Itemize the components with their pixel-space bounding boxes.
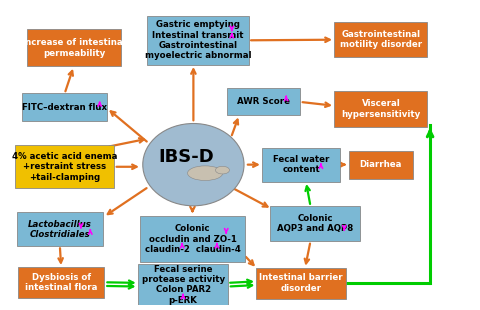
FancyBboxPatch shape — [18, 267, 104, 298]
FancyBboxPatch shape — [27, 29, 121, 66]
FancyBboxPatch shape — [349, 151, 413, 179]
FancyBboxPatch shape — [17, 212, 103, 246]
Text: Gastric emptying
Intestinal transmit
Gastrointestinal
myoelectric abnormal: Gastric emptying Intestinal transmit Gas… — [145, 20, 252, 60]
Text: AWR Score: AWR Score — [237, 97, 290, 106]
Text: Colonic
AQP3 and AQP8: Colonic AQP3 and AQP8 — [277, 214, 353, 233]
Text: Diarrhea: Diarrhea — [360, 160, 402, 169]
Ellipse shape — [216, 166, 229, 174]
FancyBboxPatch shape — [140, 216, 245, 262]
Text: Gastrointestinal
motility disorder: Gastrointestinal motility disorder — [340, 30, 422, 49]
FancyBboxPatch shape — [335, 91, 427, 126]
Text: Fecal water
content: Fecal water content — [273, 155, 329, 174]
Text: Increase of intestinal
permeability: Increase of intestinal permeability — [22, 38, 126, 58]
FancyBboxPatch shape — [256, 268, 346, 299]
FancyBboxPatch shape — [227, 88, 300, 115]
Text: IBS-D: IBS-D — [158, 148, 214, 166]
Text: 4% acetic acid enema
+restraint stress
+tail-clamping: 4% acetic acid enema +restraint stress +… — [12, 152, 117, 182]
FancyBboxPatch shape — [335, 22, 427, 57]
Ellipse shape — [188, 166, 223, 180]
Text: Dysbiosis of
intestinal flora: Dysbiosis of intestinal flora — [25, 273, 97, 292]
Ellipse shape — [143, 123, 244, 206]
Text: Visceral
hypersensitivity: Visceral hypersensitivity — [341, 99, 420, 119]
Text: FITC–dextran flux: FITC–dextran flux — [22, 103, 107, 112]
Text: Fecal serine
protease activity
Colon PAR2
p-ERK: Fecal serine protease activity Colon PAR… — [142, 265, 225, 305]
FancyBboxPatch shape — [147, 16, 249, 65]
FancyBboxPatch shape — [22, 94, 107, 121]
FancyBboxPatch shape — [262, 148, 340, 182]
Text: Colonic
occludin and ZO-1
claudin-2  claudin-4: Colonic occludin and ZO-1 claudin-2 clau… — [144, 224, 240, 254]
FancyBboxPatch shape — [271, 206, 360, 241]
Text: Lactobacillus
Clostridiales: Lactobacillus Clostridiales — [28, 219, 92, 239]
Text: Intestinal barrier
disorder: Intestinal barrier disorder — [259, 273, 343, 293]
FancyBboxPatch shape — [15, 145, 114, 188]
FancyBboxPatch shape — [138, 264, 228, 305]
